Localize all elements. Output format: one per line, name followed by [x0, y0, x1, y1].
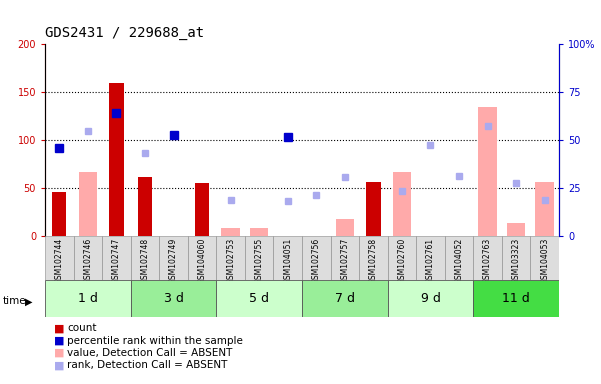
Text: GSM102746: GSM102746 — [84, 237, 93, 284]
Text: 1 d: 1 d — [78, 292, 98, 305]
Text: GSM104060: GSM104060 — [198, 237, 207, 284]
Text: ■: ■ — [54, 336, 64, 346]
Bar — [250, 228, 269, 236]
Text: GSM102744: GSM102744 — [55, 237, 64, 284]
Bar — [130, 280, 216, 317]
Bar — [102, 236, 130, 280]
Bar — [473, 280, 559, 317]
Bar — [335, 219, 354, 236]
Bar — [45, 280, 130, 317]
Text: ■: ■ — [54, 360, 64, 370]
Text: GSM104053: GSM104053 — [540, 237, 549, 284]
Text: GSM103323: GSM103323 — [511, 237, 520, 284]
Bar — [392, 172, 411, 236]
Bar — [245, 236, 273, 280]
Bar — [216, 280, 302, 317]
Text: GSM102749: GSM102749 — [169, 237, 178, 284]
Bar — [109, 83, 124, 236]
Bar — [79, 172, 97, 236]
Text: GSM102763: GSM102763 — [483, 237, 492, 284]
Text: GSM102748: GSM102748 — [141, 237, 150, 284]
Text: 11 d: 11 d — [502, 292, 530, 305]
Bar — [530, 236, 559, 280]
Text: value, Detection Call = ABSENT: value, Detection Call = ABSENT — [67, 348, 233, 358]
Bar — [45, 236, 74, 280]
Text: GSM102757: GSM102757 — [340, 237, 349, 284]
Text: ■: ■ — [54, 323, 64, 333]
Bar — [331, 236, 359, 280]
Text: GSM102758: GSM102758 — [369, 237, 378, 284]
Text: GSM102756: GSM102756 — [312, 237, 321, 284]
Bar — [188, 236, 216, 280]
Bar — [130, 236, 159, 280]
Text: GSM104052: GSM104052 — [454, 237, 463, 284]
Text: ▶: ▶ — [25, 296, 32, 306]
Text: GSM102755: GSM102755 — [255, 237, 264, 284]
Text: count: count — [67, 323, 97, 333]
Bar — [73, 236, 102, 280]
Bar — [302, 280, 388, 317]
Bar — [273, 236, 302, 280]
Text: GSM102761: GSM102761 — [426, 237, 435, 284]
Text: rank, Detection Call = ABSENT: rank, Detection Call = ABSENT — [67, 360, 228, 370]
Text: GSM102753: GSM102753 — [226, 237, 235, 284]
Text: percentile rank within the sample: percentile rank within the sample — [67, 336, 243, 346]
Bar — [195, 184, 209, 236]
Text: time: time — [3, 296, 26, 306]
Text: 3 d: 3 d — [163, 292, 183, 305]
Bar — [52, 192, 67, 236]
Bar — [388, 280, 473, 317]
Text: GSM102760: GSM102760 — [397, 237, 406, 284]
Bar — [502, 236, 530, 280]
Bar — [216, 236, 245, 280]
Text: GSM104051: GSM104051 — [283, 237, 292, 284]
Bar — [507, 223, 525, 236]
Bar — [445, 236, 473, 280]
Bar — [221, 228, 240, 236]
Bar — [388, 236, 416, 280]
Text: 5 d: 5 d — [249, 292, 269, 305]
Bar — [138, 177, 152, 236]
Text: GDS2431 / 229688_at: GDS2431 / 229688_at — [45, 26, 204, 40]
Bar — [473, 236, 502, 280]
Text: GSM102747: GSM102747 — [112, 237, 121, 284]
Bar — [359, 236, 388, 280]
Bar — [366, 182, 380, 236]
Bar — [535, 182, 554, 236]
Bar — [416, 236, 445, 280]
Bar — [478, 106, 497, 236]
Text: 9 d: 9 d — [421, 292, 441, 305]
Text: ■: ■ — [54, 348, 64, 358]
Bar — [159, 236, 188, 280]
Text: 7 d: 7 d — [335, 292, 355, 305]
Bar — [302, 236, 331, 280]
